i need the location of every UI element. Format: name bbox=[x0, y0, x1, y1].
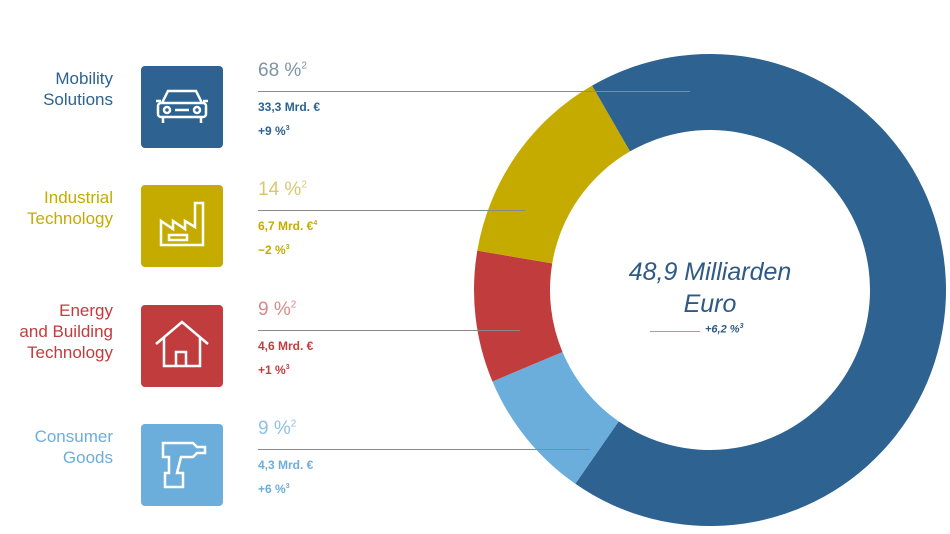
house-icon bbox=[154, 318, 210, 375]
donut-slice-drill bbox=[492, 352, 619, 484]
factory-icon-box bbox=[141, 185, 223, 267]
segment-percent: 68 %2 bbox=[258, 60, 307, 81]
donut-slice-factory bbox=[477, 85, 630, 264]
car-icon-box bbox=[141, 66, 223, 148]
center-total: 48,9 Milliarden Euro bbox=[628, 258, 792, 318]
drill-icon-box bbox=[141, 424, 223, 506]
drill-icon bbox=[157, 435, 207, 496]
segment-label: Industrial Technology bbox=[26, 188, 113, 228]
segment-percent: 14 %2 bbox=[258, 179, 307, 200]
segment-values: 4,3 Mrd. € +6 %3 bbox=[258, 458, 314, 496]
segment-percent: 9 %2 bbox=[258, 299, 297, 320]
center-divider bbox=[650, 331, 700, 332]
segment-label: Energy and Building Technology bbox=[19, 301, 113, 362]
leader-line bbox=[258, 210, 525, 211]
leader-line bbox=[258, 449, 590, 450]
segment-label: Consumer Goods bbox=[34, 427, 113, 467]
center-growth: +6,2 %3 bbox=[705, 323, 744, 336]
segment-values: 33,3 Mrd. € +9 %3 bbox=[258, 100, 321, 138]
donut-slice-car bbox=[575, 53, 946, 526]
segment-percent: 9 %2 bbox=[258, 418, 297, 439]
segment-values: 4,6 Mrd. € +1 %3 bbox=[258, 339, 314, 377]
donut-slice-house bbox=[474, 250, 563, 382]
leader-line bbox=[258, 330, 520, 331]
segment-label: Mobility Solutions bbox=[43, 69, 113, 109]
factory-icon bbox=[157, 199, 207, 254]
segment-values: 6,7 Mrd. €4 −2 %3 bbox=[258, 219, 318, 257]
leader-line bbox=[258, 91, 690, 92]
car-icon bbox=[154, 85, 210, 130]
house-icon-box bbox=[141, 305, 223, 387]
